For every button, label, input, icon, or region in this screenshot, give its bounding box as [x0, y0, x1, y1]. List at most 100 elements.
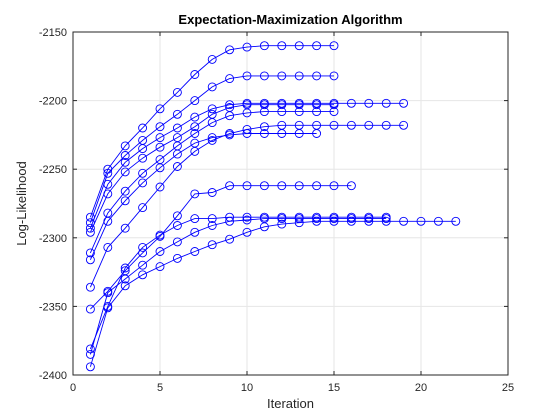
data-point: [242, 215, 252, 225]
data-point: [399, 216, 409, 226]
x-tick-label: 15: [328, 382, 340, 394]
data-point: [312, 214, 322, 224]
data-point: [259, 122, 269, 132]
data-point: [416, 216, 426, 226]
y-tick-label: -2150: [39, 27, 67, 39]
data-point: [120, 223, 130, 233]
data-point: [329, 214, 339, 224]
data-point: [277, 181, 287, 191]
data-point: [207, 118, 217, 128]
data-point: [190, 129, 200, 138]
data-point: [294, 41, 304, 51]
data-point: [155, 142, 165, 152]
series-line: [89, 220, 456, 367]
x-tick-label: 10: [241, 382, 253, 394]
data-point: [242, 71, 252, 81]
data-point: [381, 214, 391, 224]
data-point: [120, 141, 130, 151]
data-point: [155, 182, 165, 192]
data-point: [190, 70, 200, 79]
data-point: [190, 247, 200, 256]
data-point: [364, 98, 374, 108]
data-point: [312, 71, 322, 81]
data-point: [242, 227, 252, 237]
data-point: [155, 230, 165, 240]
data-point: [120, 281, 130, 291]
data-point: [120, 157, 130, 167]
data-point: [172, 253, 182, 263]
data-point: [155, 133, 165, 143]
series-line: [89, 216, 387, 350]
data-point: [138, 178, 148, 188]
series-1: [85, 41, 339, 222]
series-line: [89, 75, 334, 223]
data-point: [294, 181, 304, 191]
data-point: [138, 203, 148, 213]
data-point: [190, 189, 200, 199]
grid-lines: [72, 31, 509, 376]
data-point: [190, 146, 200, 156]
data-point: [277, 100, 287, 110]
data-point: [207, 133, 217, 143]
data-point: [329, 107, 339, 117]
data-point: [225, 181, 235, 191]
y-axis-label: Log-Likelihood: [14, 161, 29, 246]
data-point: [277, 107, 287, 117]
data-point: [103, 303, 113, 313]
data-point: [207, 54, 217, 64]
data-point: [138, 153, 148, 163]
series-11: [85, 216, 461, 372]
series-line: [89, 124, 404, 288]
data-point: [172, 109, 182, 119]
plot-area: [73, 32, 508, 375]
data-point: [277, 41, 287, 51]
x-tick-label: 5: [157, 382, 163, 394]
data-point: [381, 98, 391, 108]
data-point: [259, 181, 269, 191]
data-point: [138, 248, 148, 258]
data-point: [120, 196, 130, 206]
data-point: [207, 214, 217, 224]
data-point: [103, 288, 113, 298]
data-point: [138, 123, 148, 133]
data-point: [277, 219, 287, 229]
tick-layer: 0 5 10 15 20 25 -2400 -2350 -2300 -2250 -2200 -2150: [39, 27, 514, 394]
y-tick-label: -2200: [39, 96, 67, 108]
data-point: [259, 41, 269, 51]
data-point: [346, 214, 356, 224]
data-point: [259, 71, 269, 81]
data-point: [329, 100, 339, 110]
data-point: [120, 263, 130, 273]
series-line: [89, 45, 334, 218]
data-point: [294, 120, 304, 130]
data-point: [346, 181, 356, 191]
data-point: [364, 214, 374, 224]
data-point: [259, 100, 269, 110]
data-point: [85, 255, 95, 265]
data-point: [85, 227, 95, 237]
x-tick-label: 25: [502, 382, 514, 394]
data-point: [242, 212, 252, 222]
data-point: [329, 71, 339, 81]
series-line: [89, 102, 404, 229]
data-point: [225, 129, 235, 138]
axes-box: [72, 31, 509, 376]
series-layer: [85, 41, 461, 372]
data-point: [103, 216, 113, 226]
x-tick-label: 20: [415, 382, 427, 394]
data-point: [190, 96, 200, 106]
data-point: [277, 214, 287, 224]
data-point: [190, 112, 200, 122]
data-point: [138, 144, 148, 154]
data-point: [85, 304, 95, 314]
data-point: [277, 120, 287, 130]
data-point: [312, 120, 322, 130]
data-point: [172, 162, 182, 171]
data-point: [381, 216, 391, 226]
data-point: [312, 216, 322, 226]
data-point: [103, 242, 113, 252]
data-point: [172, 237, 182, 247]
data-point: [155, 104, 165, 114]
data-point: [259, 129, 269, 138]
